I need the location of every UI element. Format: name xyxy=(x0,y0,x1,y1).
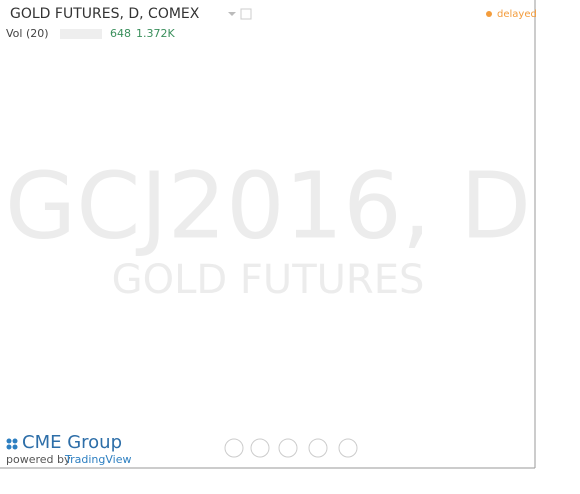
volume-title: Vol (20) xyxy=(6,27,49,40)
status: delayed xyxy=(497,9,537,20)
dropdown-icon[interactable] xyxy=(228,12,236,16)
zoom-out-button[interactable] xyxy=(250,438,270,458)
zoom-in-button[interactable] xyxy=(308,438,328,458)
powered-by-brand[interactable]: TradingView xyxy=(64,453,131,466)
watermark: GCJ2016, D xyxy=(5,152,531,259)
status-dot xyxy=(486,11,492,17)
volume-value: 648 xyxy=(110,27,131,40)
cme-logo: CME Group powered by TradingView xyxy=(6,432,131,466)
settings-icon[interactable] xyxy=(240,8,252,20)
powered-by: powered by xyxy=(6,453,71,466)
scroll-left-button[interactable] xyxy=(224,438,244,458)
volume-controls[interactable] xyxy=(60,29,102,39)
volume-ma: 1.372K xyxy=(136,27,175,40)
symbol-title: GOLD FUTURES, D, COMEX xyxy=(10,6,200,22)
watermark-subtitle: GOLD FUTURES xyxy=(112,257,425,303)
reset-button[interactable] xyxy=(278,438,298,458)
zoom-controls xyxy=(224,438,358,458)
logo-text: CME Group xyxy=(22,432,122,453)
scroll-right-button[interactable] xyxy=(338,438,358,458)
